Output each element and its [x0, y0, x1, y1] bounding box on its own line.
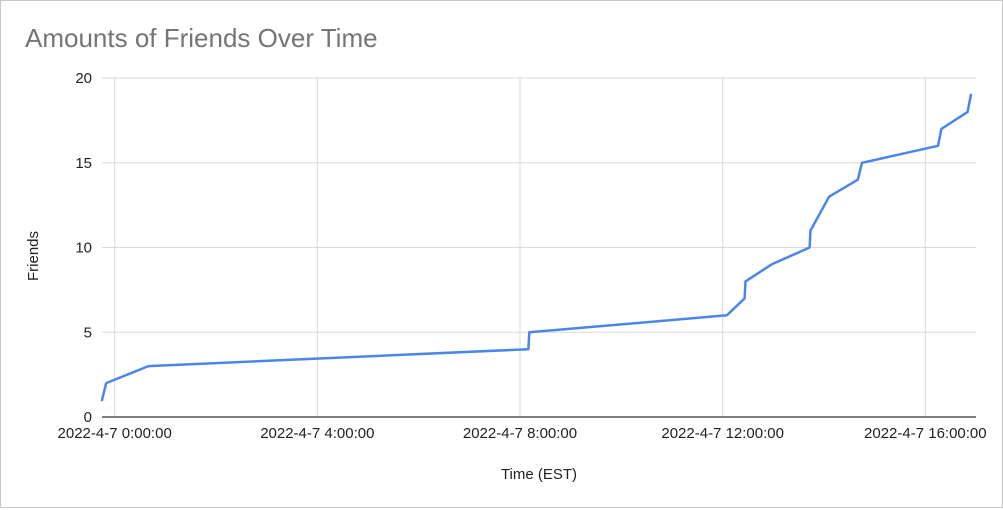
grid-lines: [102, 77, 976, 417]
x-tick-label: 2022-4-7 12:00:00: [661, 425, 784, 442]
y-tick-label: 15: [75, 155, 92, 172]
y-tick-label: 20: [75, 70, 92, 87]
x-tick-label: 2022-4-7 4:00:00: [260, 425, 374, 442]
y-tick-label: 10: [75, 240, 92, 257]
x-tick-label: 2022-4-7 16:00:00: [864, 425, 987, 442]
x-axis-ticks: 2022-4-7 0:00:00 2022-4-7 4:00:00 2022-4-7…: [58, 425, 987, 442]
y-tick-label: 0: [84, 409, 92, 426]
y-tick-label: 5: [84, 324, 92, 341]
series-line: [100, 93, 973, 402]
series-points: [101, 94, 971, 401]
y-axis-label: Friends: [25, 231, 42, 281]
y-axis-ticks: 0 5 10 15 20: [75, 70, 92, 426]
x-tick-label: 2022-4-7 0:00:00: [58, 425, 172, 442]
x-axis-label: Time (EST): [501, 466, 577, 483]
x-tick-label: 2022-4-7 8:00:00: [463, 425, 577, 442]
chart-title: Amounts of Friends Over Time: [25, 23, 378, 53]
